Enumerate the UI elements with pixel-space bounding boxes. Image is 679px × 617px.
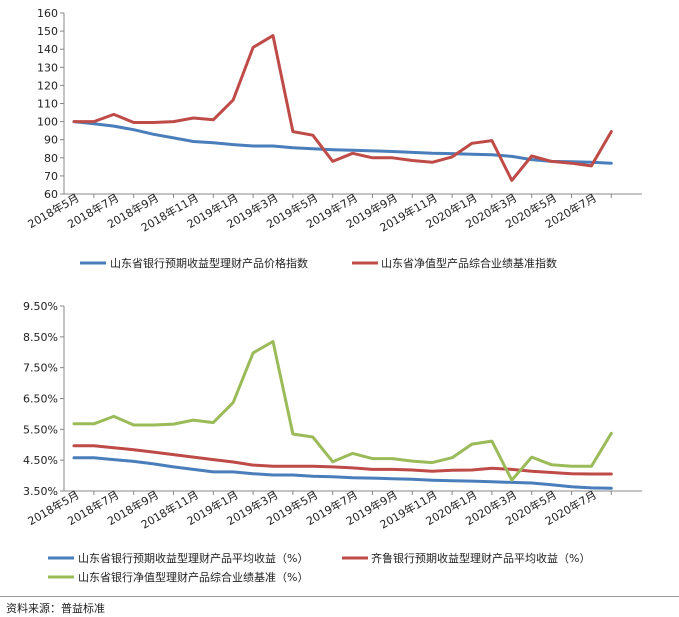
legend-label-2: 齐鲁银行预期收益型理财产品平均收益（%） bbox=[371, 551, 590, 565]
series-line-2 bbox=[72, 34, 613, 182]
y-tick-label: 5.50% bbox=[23, 423, 58, 436]
legend-label-1: 山东省银行预期收益型理财产品平均收益（%） bbox=[78, 551, 308, 565]
y-tick-label: 80 bbox=[44, 152, 58, 165]
chart-2: 3.50%4.50%5.50%6.50%7.50%8.50%9.50%2018年… bbox=[23, 300, 642, 584]
series-line-1 bbox=[72, 120, 613, 165]
y-tick-label: 100 bbox=[37, 116, 58, 129]
y-tick-label: 160 bbox=[37, 7, 58, 20]
y-tick-label: 3.50% bbox=[23, 485, 58, 498]
chart-1: 607080901001101201301401501602018年5月2018… bbox=[25, 7, 642, 270]
y-tick-label: 7.50% bbox=[23, 362, 58, 375]
source-divider bbox=[0, 596, 679, 597]
y-tick-label: 110 bbox=[37, 98, 58, 111]
y-tick-label: 6.50% bbox=[23, 393, 58, 406]
y-tick-label: 8.50% bbox=[23, 331, 58, 344]
y-tick-label: 9.50% bbox=[23, 300, 58, 313]
legend-label-1: 山东省银行预期收益型理财产品价格指数 bbox=[110, 256, 308, 270]
series-line-1 bbox=[72, 456, 613, 490]
y-tick-label: 90 bbox=[44, 134, 58, 147]
y-tick-label: 140 bbox=[37, 43, 58, 56]
y-tick-label: 60 bbox=[44, 188, 58, 201]
legend-label-2: 山东省净值型产品综合业绩基准指数 bbox=[381, 256, 557, 270]
y-tick-label: 130 bbox=[37, 61, 58, 74]
y-tick-label: 150 bbox=[37, 25, 58, 38]
y-tick-label: 120 bbox=[37, 79, 58, 92]
series-line-3 bbox=[72, 340, 613, 482]
y-tick-label: 4.50% bbox=[23, 454, 58, 467]
legend-label-3: 山东省银行净值型理财产品综合业绩基准（%） bbox=[78, 570, 308, 584]
source-note: 资料来源：普益标准 bbox=[6, 602, 105, 615]
y-tick-label: 70 bbox=[44, 170, 58, 183]
